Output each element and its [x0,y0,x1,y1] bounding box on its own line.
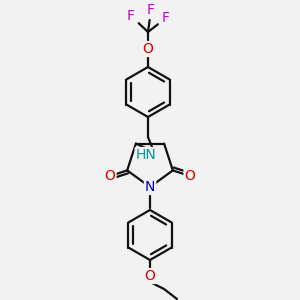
Text: N: N [145,180,155,194]
Text: O: O [145,269,155,283]
Text: O: O [142,42,153,56]
Text: F: F [127,9,135,23]
Text: F: F [162,11,170,25]
Text: HN: HN [136,148,156,162]
Text: F: F [147,3,155,17]
Text: O: O [105,169,116,183]
Text: O: O [184,169,195,183]
